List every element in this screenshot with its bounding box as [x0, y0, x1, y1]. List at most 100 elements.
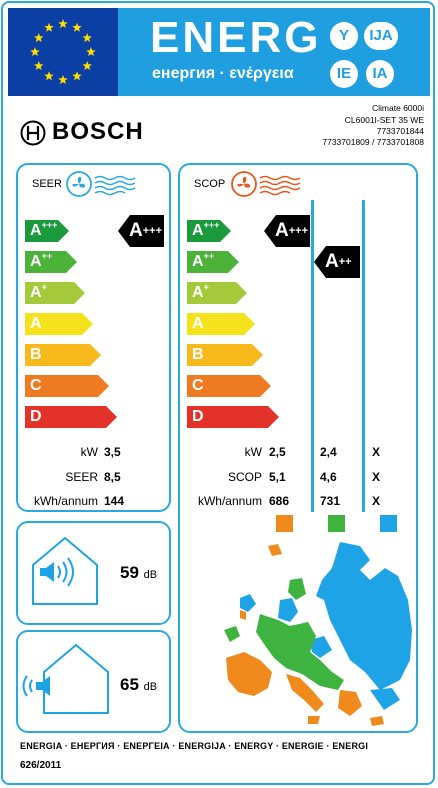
seer-class-bar: A — [25, 313, 93, 335]
zone-divider — [311, 200, 314, 512]
scop-class-bar: B — [187, 344, 263, 366]
footer-languages: ENERGIA · ЕНЕРГИЯ · ΕΝΕΡΓΕΙΑ · ENERGIJA … — [20, 741, 369, 751]
brand-name: BOSCH — [52, 118, 144, 145]
scop-warm-value: 2,5 — [269, 445, 286, 459]
seer-row-label: kWh/annum — [33, 494, 98, 508]
eu-star-icon — [82, 61, 92, 71]
scop-panel — [178, 163, 418, 733]
scop-warm-value: 686 — [269, 494, 290, 508]
scop-average-value: 4,6 — [320, 470, 337, 484]
seer-row-label: kW — [80, 445, 98, 459]
bosch-logo-icon — [20, 120, 46, 151]
scop-class-bar: A+++ — [187, 220, 231, 242]
seer-row-value: 144 — [104, 494, 125, 508]
scop-class-letter: A — [192, 315, 204, 332]
eu-star-icon — [86, 47, 96, 57]
seer-row-value: 8,5 — [104, 470, 121, 484]
seer-class-letter: A — [30, 315, 42, 332]
scop-average-value: 731 — [320, 494, 341, 508]
seer-class-letter: A — [30, 284, 42, 301]
warm-zone-swatch — [276, 515, 293, 532]
seer-class-plus: +++ — [41, 220, 58, 230]
energy-title: ENERG — [150, 13, 322, 62]
seer-class-bar: B — [25, 344, 101, 366]
seer-label: SEER — [32, 178, 62, 190]
scop-label: SCOP — [194, 178, 226, 190]
seer-class-letter: B — [30, 346, 42, 363]
eu-flag — [8, 8, 118, 96]
eu-star-icon — [34, 33, 44, 43]
eu-star-icon — [30, 47, 40, 57]
seer-class-bar: C — [25, 375, 109, 397]
seer-rating-letter: A — [129, 220, 143, 241]
scop-class-bar: A — [187, 313, 255, 335]
average-zone-swatch — [328, 515, 345, 532]
indoor-noise-unit: dB — [143, 569, 158, 581]
seer-row-label: SEER — [65, 470, 98, 484]
eu-star-icon — [72, 22, 82, 32]
scop-warm-rating-badge: A+++ — [264, 215, 310, 247]
lang-ia: IA — [366, 60, 394, 88]
seer-class-letter: A — [30, 222, 42, 239]
eu-star-icon — [82, 33, 92, 43]
scop-cold-value: X — [372, 470, 381, 484]
seer-class-plus: ++ — [41, 251, 53, 261]
seer-class-bar: A+ — [25, 282, 85, 304]
scop-class-letter: C — [192, 377, 204, 394]
lang-y: Y — [330, 22, 358, 50]
seer-class-letter: C — [30, 377, 42, 394]
seer-row-value: 3,5 — [104, 445, 121, 459]
zone-divider — [362, 200, 365, 512]
scop-class-plus: ++ — [203, 251, 215, 261]
seer-rating-badge: A+++ — [118, 215, 164, 247]
indoor-noise-value: 59 — [120, 563, 139, 582]
scop-warm-value: 5,1 — [269, 470, 286, 484]
scop-class-bar: C — [187, 375, 271, 397]
scop-average-rating-plus: ++ — [338, 256, 352, 268]
lang-ija: IJA — [364, 22, 398, 50]
scop-class-plus: +++ — [203, 220, 220, 230]
seer-class-letter: A — [30, 253, 42, 270]
scop-class-bar: D — [187, 406, 279, 428]
model-set: CL6001I-SET 35 WE — [344, 115, 424, 125]
scop-class-plus: + — [203, 282, 209, 292]
eu-star-icon — [44, 71, 54, 81]
indoor-noise-panel — [16, 521, 171, 625]
seer-class-bar: A++ — [25, 251, 77, 273]
eu-star-icon — [58, 75, 68, 85]
regulation-number: 626/2011 — [20, 760, 62, 771]
indoor-noise-level: 59 dB — [120, 563, 157, 583]
cold-zone-swatch — [380, 515, 397, 532]
scop-class-letter: B — [192, 346, 204, 363]
scop-row-label: SCOP — [227, 470, 262, 484]
scop-warm-rating-letter: A — [275, 220, 289, 241]
scop-class-bar: A++ — [187, 251, 239, 273]
model-name: Climate 6000i — [372, 103, 424, 113]
scop-average-rating-letter: A — [325, 251, 339, 272]
indoor-unit-house-icon — [30, 535, 100, 612]
scop-average-value: 2,4 — [320, 445, 337, 459]
scop-class-letter: A — [192, 253, 204, 270]
outdoor-noise-unit: dB — [143, 681, 158, 693]
scop-average-rating-badge: A++ — [314, 246, 360, 278]
heating-fan-icon — [230, 170, 304, 203]
scop-warm-rating-plus: +++ — [288, 225, 309, 237]
eu-star-icon — [44, 22, 54, 32]
scop-class-letter: A — [192, 222, 204, 239]
seer-class-bar: D — [25, 406, 117, 428]
seer-class-bar: A+++ — [25, 220, 69, 242]
outdoor-noise-level: 65 dB — [120, 675, 157, 695]
lang-ie: IE — [330, 60, 358, 88]
scop-cold-value: X — [372, 445, 381, 459]
scop-class-letter: D — [192, 408, 204, 425]
energy-subtitle: енергия · ενέργεια — [152, 65, 294, 82]
seer-class-letter: D — [30, 408, 42, 425]
outdoor-unit-house-icon — [20, 642, 112, 721]
scop-row-label: kWh/annum — [197, 494, 262, 508]
scop-row-label: kW — [244, 445, 262, 459]
europe-climate-map — [220, 540, 415, 733]
eu-star-icon — [34, 61, 44, 71]
outdoor-noise-panel — [16, 630, 171, 733]
seer-panel — [16, 163, 171, 512]
